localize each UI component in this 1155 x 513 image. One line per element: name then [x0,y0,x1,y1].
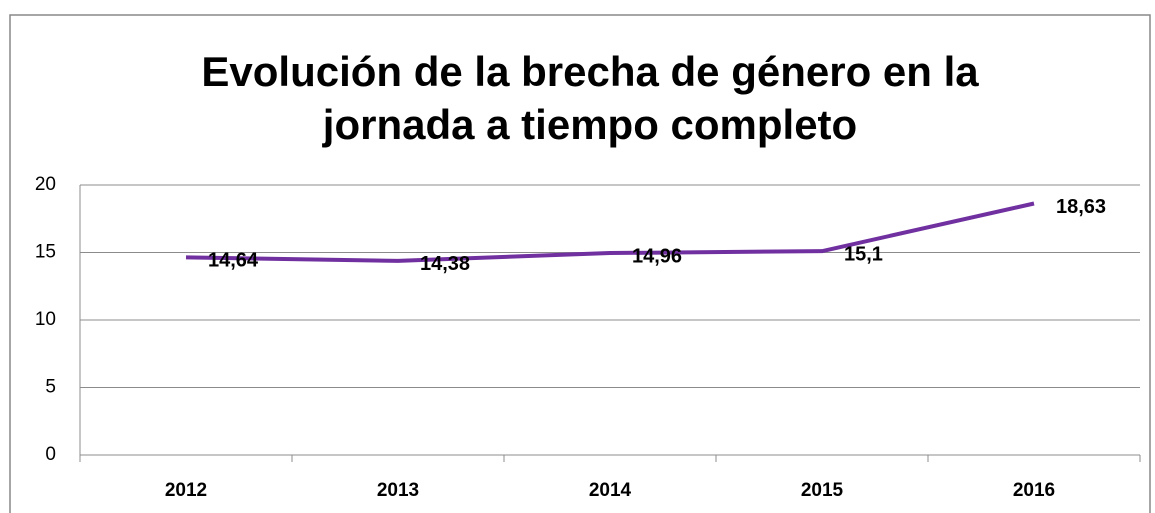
y-tick-label: 20 [35,174,56,195]
x-tick-label: 2016 [1013,480,1055,501]
y-tick-label: 0 [45,444,56,465]
y-tick-label: 10 [35,309,56,330]
data-label: 14,38 [420,253,470,275]
x-tick-label: 2012 [165,480,207,501]
data-label: 14,64 [208,250,259,272]
y-tick-label: 15 [35,242,56,263]
series-line [185,201,1035,263]
chart-title: Evolución de la brecha de género en la [201,48,979,95]
chart-frame [9,14,1151,513]
x-tick-label: 2013 [377,480,419,501]
data-label: 15,1 [844,243,883,265]
data-label: 18,63 [1056,196,1106,218]
x-tick-label: 2015 [801,480,844,501]
data-label: 14,96 [632,245,682,267]
y-tick-label: 5 [45,377,56,398]
chart-title: jornada a tiempo completo [322,101,857,148]
x-tick-label: 2014 [589,480,632,501]
